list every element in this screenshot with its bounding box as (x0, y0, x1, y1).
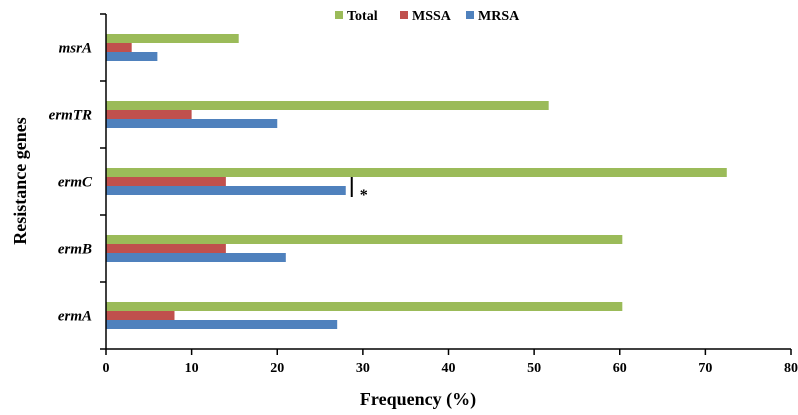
bar-ermb-mrsa (106, 253, 286, 262)
significance-asterisk: * (360, 187, 368, 204)
bar-msra-mssa (106, 43, 132, 52)
bar-ermtr-mssa (106, 110, 192, 119)
x-ticks-group: 0 10 20 30 40 50 60 70 80 (103, 349, 798, 376)
y-ticks-group (100, 13, 106, 350)
x-tick-label: 40 (442, 361, 456, 376)
bar-ermb-mssa (106, 244, 226, 253)
legend-swatch-mssa (400, 11, 408, 19)
category-labels-group: ermA ermB ermC ermTR msrA (49, 41, 93, 325)
legend-swatch-mrsa (466, 11, 474, 19)
bar-ermb-total (106, 235, 623, 244)
x-tick-label: 70 (698, 361, 712, 376)
bar-msra-total (106, 34, 239, 43)
bar-erma-mrsa (106, 320, 338, 329)
annotations-group: * (350, 177, 368, 204)
bar-erma-total (106, 302, 623, 311)
x-axis-title: Frequency (%) (360, 389, 476, 410)
x-tick-label: 10 (185, 361, 199, 376)
x-tick-label: 30 (356, 361, 370, 376)
category-label-ermb: ermB (58, 242, 92, 258)
bar-ermc-mrsa (106, 186, 346, 195)
bar-ermc-total (106, 168, 727, 177)
y-axis-title: Resistance genes (10, 117, 30, 244)
bar-ermc-mssa (106, 177, 226, 186)
legend-label-total: Total (347, 9, 378, 24)
x-tick-label: 50 (527, 361, 541, 376)
bar-msra-mrsa (106, 52, 158, 61)
bar-ermtr-mrsa (106, 119, 278, 128)
x-tick-label: 80 (784, 361, 798, 376)
category-label-ermc: ermC (58, 175, 93, 191)
bar-ermtr-total (106, 101, 549, 110)
x-tick-label: 60 (613, 361, 627, 376)
x-tick-label: 20 (270, 361, 284, 376)
legend-label-mrsa: MRSA (478, 9, 520, 24)
category-label-msra: msrA (59, 41, 92, 57)
legend-label-mssa: MSSA (412, 9, 452, 24)
bars-group (106, 34, 727, 329)
bar-erma-mssa (106, 311, 175, 320)
category-label-erma: ermA (58, 309, 92, 325)
category-label-ermtr: ermTR (49, 108, 92, 124)
x-tick-label: 0 (103, 361, 110, 376)
legend: Total MSSA MRSA (335, 9, 520, 24)
legend-swatch-total (335, 11, 343, 19)
